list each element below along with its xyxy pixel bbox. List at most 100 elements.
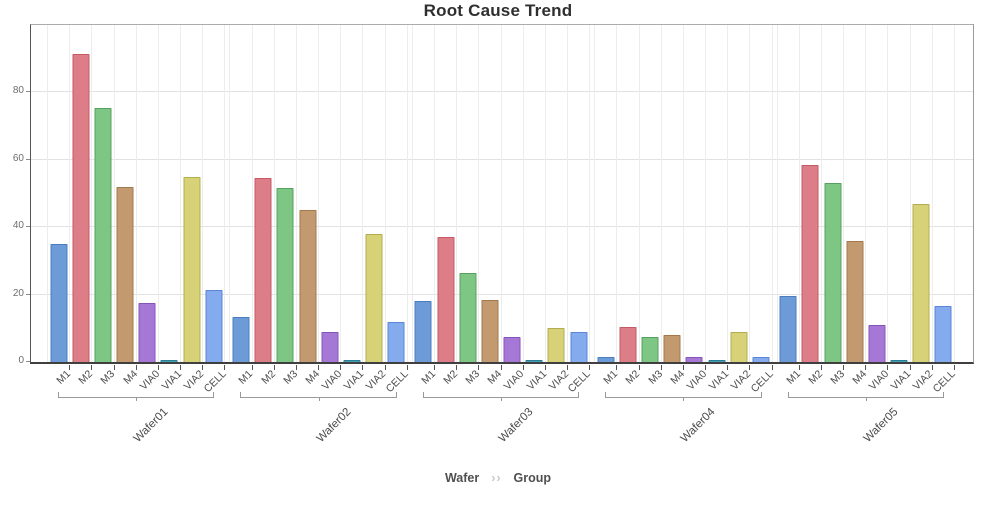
bar-wafer01-m3[interactable] — [94, 107, 112, 362]
bar-wafer01-m2[interactable] — [72, 53, 90, 362]
bar-wafer04-m4[interactable] — [663, 335, 681, 362]
bar-slot: M3 — [92, 25, 117, 387]
bar-slot: CELL — [201, 25, 228, 395]
bar-slot: VIA2 — [911, 25, 936, 393]
bar-slot: M2 — [435, 25, 460, 387]
bar-wafer03-via1[interactable] — [525, 360, 543, 362]
x-tick-label: M3 — [98, 368, 118, 387]
x-tick-label: VIA2 — [181, 368, 207, 393]
x-tick-label: M1 — [783, 368, 803, 387]
bar-wafer02-via1[interactable] — [343, 360, 361, 362]
bar-wafer05-m3[interactable] — [824, 183, 842, 362]
bar-wafer02-m1[interactable] — [232, 316, 250, 362]
bar-wafer05-via2[interactable] — [912, 203, 930, 362]
x-tick-label: M2 — [806, 368, 825, 387]
bar-wafer04-m3[interactable] — [641, 336, 659, 362]
bar-slot: M3 — [640, 25, 665, 387]
bar-wafer02-m2[interactable] — [254, 178, 272, 362]
y-tick-label: 80 — [12, 85, 24, 97]
wafer-group-wafer04: M1 M2 M3 M4 VIA0 VIA1 VIA2 CELL Wafer04 — [594, 25, 776, 445]
wafer-group-wafer03: M1 M2 M3 M4 VIA0 VIA1 VIA2 CELL Wafer03 — [411, 25, 593, 445]
chart-title: Root Cause Trend — [423, 1, 573, 20]
x-tick-label: M2 — [441, 368, 461, 387]
bar-slot: VIA2 — [181, 25, 206, 393]
bar-wafer01-via2[interactable] — [183, 176, 201, 362]
bar-wafer02-via2[interactable] — [365, 233, 383, 362]
bar-wafer01-via0[interactable] — [138, 303, 156, 362]
bar-wafer04-via2[interactable] — [730, 331, 748, 362]
bar-wafer05-m2[interactable] — [801, 164, 819, 362]
bar-slot: M2 — [253, 25, 278, 387]
bar-slot: VIA2 — [546, 25, 571, 393]
bar-wafer03-m1[interactable] — [414, 301, 432, 362]
bar-slot: M3 — [822, 25, 847, 387]
wafer-group-wafer02: M1 M2 M3 M4 VIA0 VIA1 VIA2 CELL Wafer02 — [229, 25, 411, 445]
wafer-group-wafer05: M1 M2 M3 M4 VIA0 VIA1 VIA2 CELL Wafer05 — [776, 25, 958, 445]
bar-wafer04-via1[interactable] — [708, 360, 726, 362]
bar-slot: VIA0 — [866, 25, 891, 393]
bar-wafer03-m3[interactable] — [459, 272, 477, 362]
group-bracket-tick — [683, 397, 685, 401]
bar-wafer03-cell[interactable] — [570, 331, 588, 362]
axis-hierarchy-legend: Wafer ›› Group — [0, 471, 996, 485]
bar-slot: M3 — [275, 25, 300, 387]
bar-wafer03-via2[interactable] — [547, 328, 565, 362]
group-label-wafer03: Wafer03 — [496, 406, 536, 445]
bar-wafer03-m2[interactable] — [437, 237, 455, 362]
bar-wafer04-m2[interactable] — [619, 326, 637, 362]
bar-slot: VIA1 — [706, 25, 731, 393]
x-tick-label: VIA0 — [319, 368, 345, 393]
bar-groups-row: M1 M2 M3 M4 VIA0 VIA1 VIA2 CELL Wafer01 M1 M2 M3 M4 V… — [31, 25, 973, 445]
bar-wafer01-m4[interactable] — [116, 186, 134, 362]
bar-wafer03-m4[interactable] — [481, 299, 499, 362]
x-tick-label: VIA1 — [706, 368, 732, 393]
bar-wafer01-cell[interactable] — [205, 289, 223, 362]
bar-slot: VIA1 — [524, 25, 549, 393]
hierarchy-level1-label: Wafer — [444, 471, 480, 485]
bar-wafer02-m3[interactable] — [276, 188, 294, 362]
x-tick-label: CELL — [748, 368, 776, 396]
bar-slot: M2 — [617, 25, 642, 387]
x-tick-label: CELL — [383, 368, 411, 396]
bar-wafer01-via1[interactable] — [160, 360, 178, 362]
x-tick-label: VIA1 — [524, 368, 549, 393]
x-tick-label: M3 — [281, 368, 300, 387]
bar-slot: VIA1 — [159, 25, 184, 393]
bar-wafer05-via1[interactable] — [890, 360, 908, 362]
x-tick-label: M1 — [601, 368, 621, 387]
y-axis-tick — [26, 361, 30, 362]
bar-wafer05-m4[interactable] — [846, 240, 864, 362]
x-tick-label: VIA1 — [888, 368, 914, 393]
x-tick-label: VIA2 — [363, 368, 389, 393]
bar-slot: M4 — [844, 25, 869, 387]
bar-wafer02-via0[interactable] — [321, 331, 339, 362]
bar-slot: VIA0 — [319, 25, 344, 393]
bar-slot: M1 — [229, 25, 255, 387]
bar-wafer02-m4[interactable] — [299, 210, 316, 362]
x-tick-label: VIA1 — [341, 368, 367, 393]
x-tick-label: VIA2 — [728, 368, 754, 393]
group-bracket — [240, 392, 398, 401]
bar-slot: CELL — [748, 25, 776, 395]
group-bracket — [422, 392, 580, 401]
x-tick-label: CELL — [566, 368, 594, 396]
bar-slot: M4 — [115, 25, 140, 387]
y-axis-tick — [26, 226, 30, 228]
bar-wafer05-cell[interactable] — [934, 306, 952, 362]
bar-wafer03-via0[interactable] — [503, 336, 521, 362]
y-tick-label: 40 — [12, 220, 24, 232]
bar-wafer04-m1[interactable] — [597, 356, 615, 362]
group-label-wafer05: Wafer05 — [861, 406, 901, 445]
bar-slot: CELL — [566, 25, 593, 395]
bar-wafer05-via0[interactable] — [868, 324, 886, 362]
x-tick-label: VIA1 — [159, 368, 184, 393]
y-tick-label: 60 — [12, 152, 24, 164]
bar-wafer04-cell[interactable] — [752, 356, 770, 362]
bar-wafer04-via0[interactable] — [685, 356, 703, 362]
bar-wafer01-m1[interactable] — [50, 244, 68, 362]
bar-wafer02-cell[interactable] — [387, 321, 405, 362]
x-tick-label: M2 — [623, 368, 643, 387]
bar-wafer05-m1[interactable] — [779, 296, 797, 362]
bar-slot: M1 — [47, 25, 73, 387]
x-tick-label: VIA0 — [684, 368, 709, 393]
